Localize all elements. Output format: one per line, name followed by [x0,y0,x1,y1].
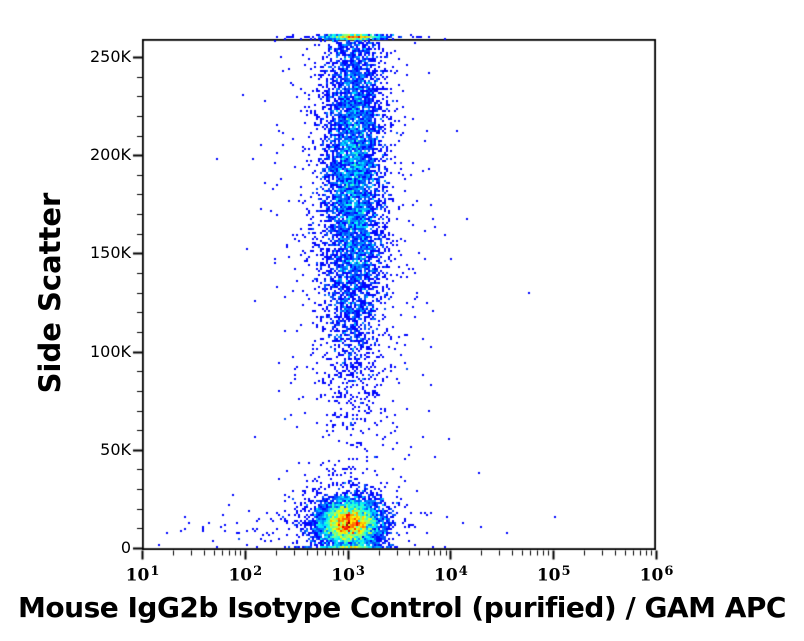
x-axis-title: Mouse IgG2b Isotype Control (purified) /… [18,591,786,624]
y-tick-label-50K: 50K [100,439,131,459]
x-tick-label-10e1: 101 [125,564,160,586]
x-tick-label-10e2: 102 [228,564,263,586]
y-axis-label: Side Scatter [33,192,67,394]
x-tick-label-10e5: 105 [536,564,571,586]
y-tick-label-150K: 150K [89,243,131,263]
y-tick-label-250K: 250K [89,47,131,66]
x-tick-label-10e6: 106 [639,564,674,586]
y-tick-label-0: 0 [120,538,131,557]
x-tick-label-10e4: 104 [434,564,468,586]
y-tick-label-100K: 100K [89,341,131,361]
y-tick-label-200K: 200K [89,145,131,165]
x-tick-label-10e3: 103 [331,564,365,586]
